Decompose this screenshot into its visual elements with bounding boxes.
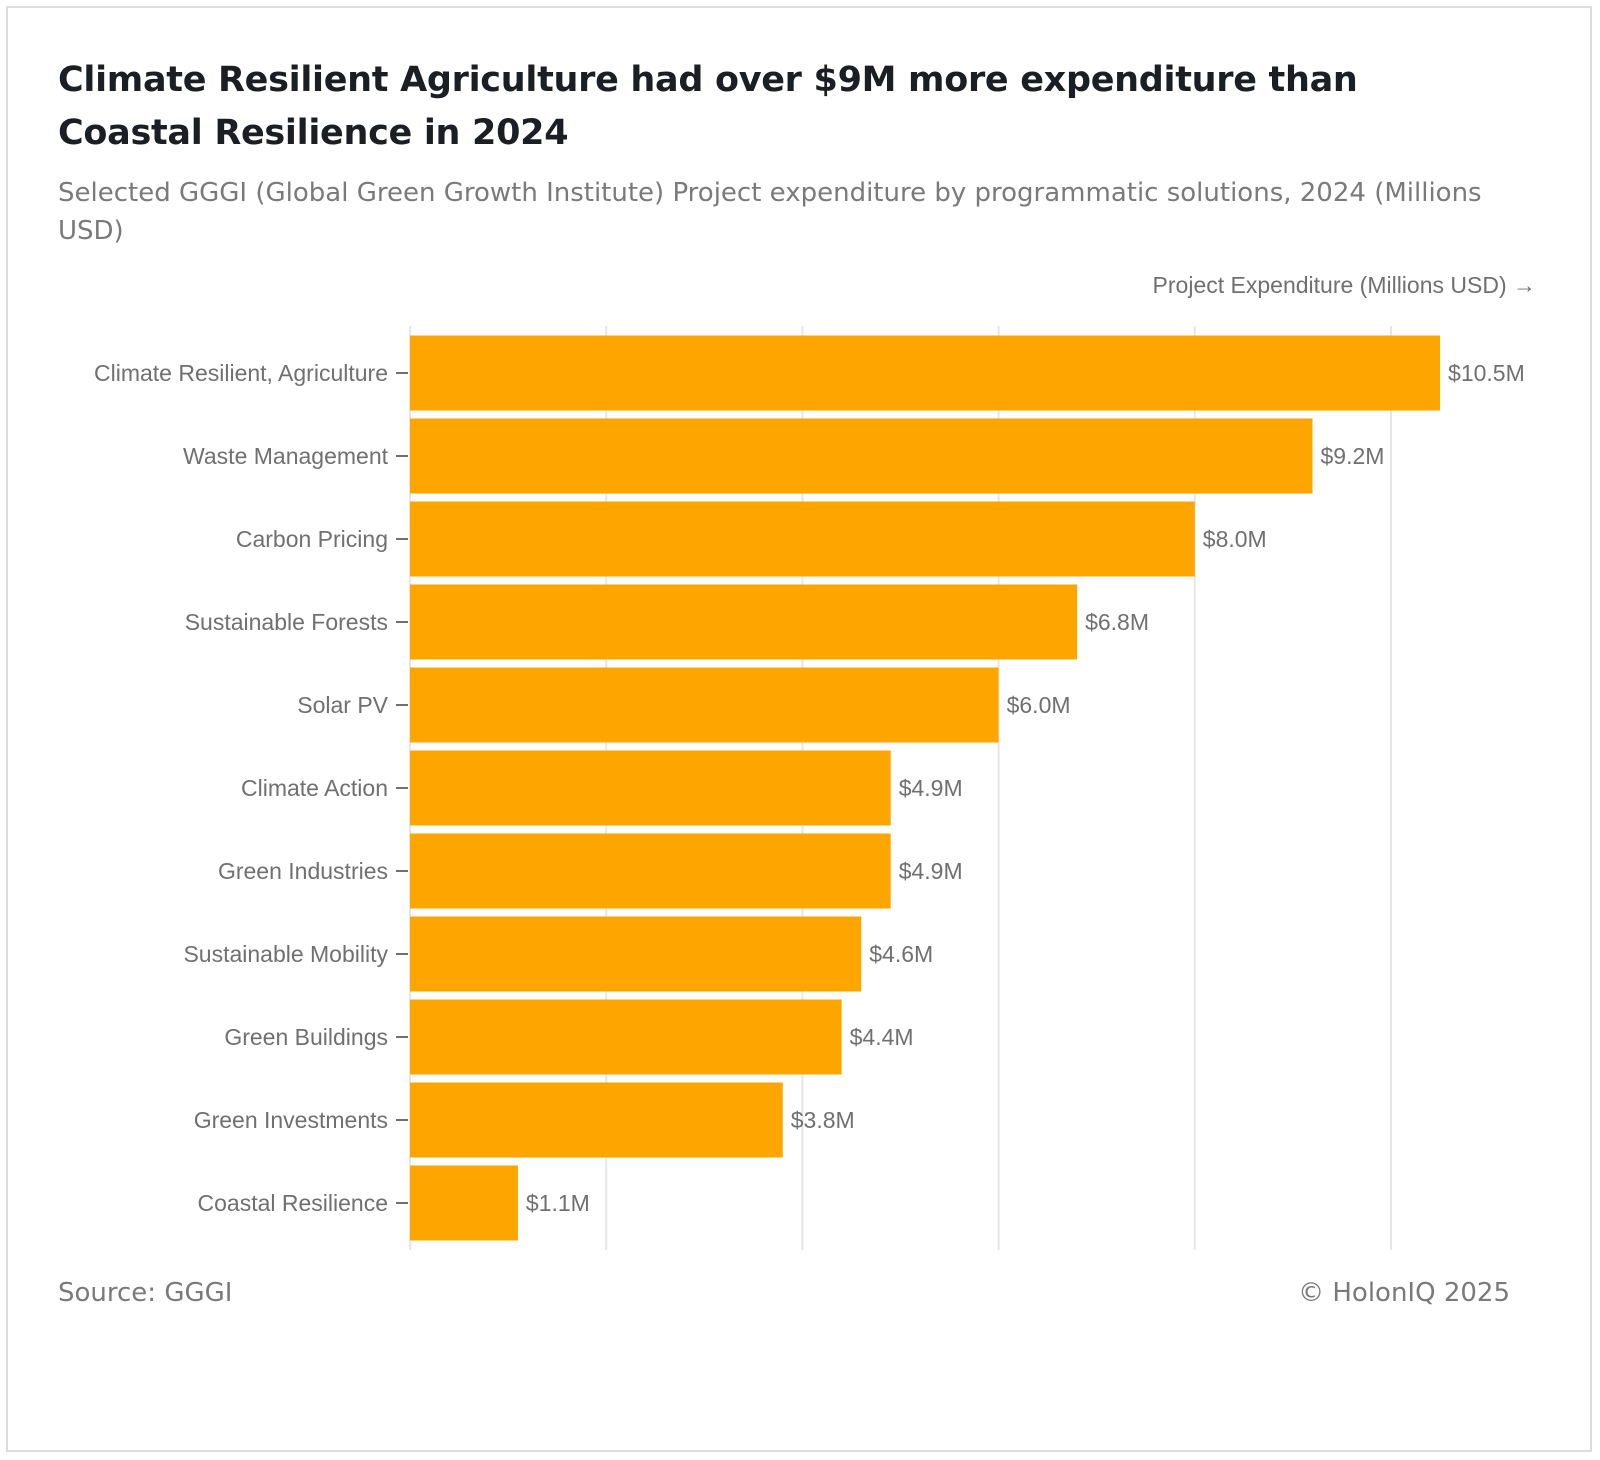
- data-label: $4.9M: [899, 775, 963, 801]
- bar: [410, 501, 1195, 577]
- data-label: $4.6M: [869, 941, 933, 967]
- chart-subtitle: Selected GGGI (Global Green Growth Insti…: [58, 178, 1482, 246]
- bar: [410, 667, 999, 743]
- bar: [410, 1082, 783, 1158]
- x-axis-label: Project Expenditure (Millions USD) →: [1152, 272, 1536, 298]
- data-label: $4.9M: [899, 858, 963, 884]
- data-label: $6.0M: [1007, 692, 1071, 718]
- category-label: Green Industries: [218, 858, 388, 884]
- category-label: Climate Resilient, Agriculture: [94, 360, 388, 386]
- data-label: $6.8M: [1085, 609, 1149, 635]
- bar: [410, 916, 862, 992]
- bar: [410, 833, 891, 909]
- category-label: Climate Action: [241, 775, 388, 801]
- category-label: Sustainable Mobility: [183, 941, 388, 967]
- copyright-note: © HolonIQ 2025: [1298, 1278, 1510, 1308]
- category-label: Coastal Resilience: [198, 1190, 388, 1216]
- category-label: Waste Management: [183, 443, 389, 469]
- data-label: $9.2M: [1321, 443, 1385, 469]
- bar: [410, 418, 1313, 494]
- category-label: Green Investments: [194, 1107, 388, 1133]
- data-label: $8.0M: [1203, 526, 1267, 552]
- bar: [410, 750, 891, 826]
- chart-title: Climate Resilient Agriculture had over $…: [58, 60, 1358, 153]
- source-note: Source: GGGI: [58, 1278, 233, 1308]
- data-label: $1.1M: [526, 1190, 590, 1216]
- category-label: Green Buildings: [224, 1024, 388, 1050]
- data-label: $3.8M: [791, 1107, 855, 1133]
- category-label: Solar PV: [297, 692, 388, 718]
- data-label: $10.5M: [1448, 360, 1525, 386]
- bar: [410, 999, 842, 1075]
- data-label: $4.4M: [850, 1024, 914, 1050]
- bar: [410, 584, 1078, 660]
- bar: [410, 1165, 518, 1241]
- bar: [410, 335, 1441, 411]
- category-label: Sustainable Forests: [185, 609, 388, 635]
- category-label: Carbon Pricing: [236, 526, 388, 552]
